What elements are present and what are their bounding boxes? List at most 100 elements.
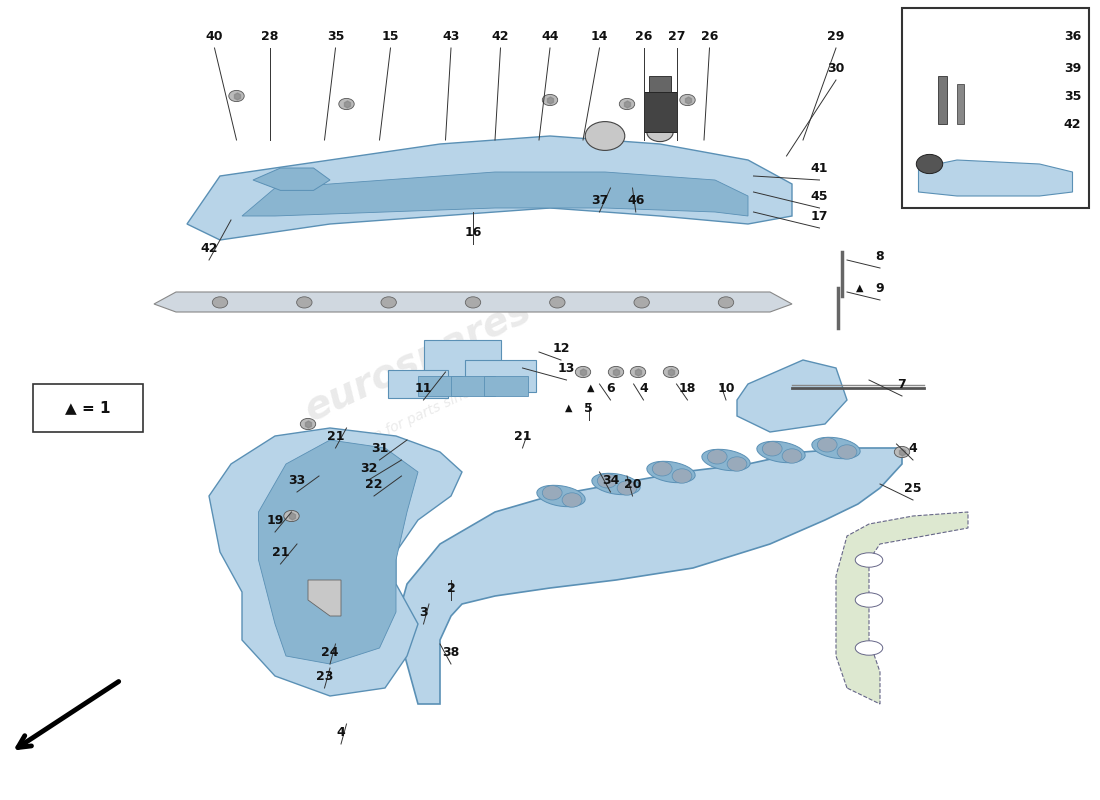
Text: 25: 25 bbox=[904, 482, 922, 494]
Bar bbox=[649, 76, 671, 92]
Circle shape bbox=[550, 297, 565, 308]
Text: 19: 19 bbox=[266, 514, 284, 526]
Text: 13: 13 bbox=[558, 362, 575, 374]
Text: ▲: ▲ bbox=[564, 403, 572, 413]
Polygon shape bbox=[187, 136, 792, 240]
Ellipse shape bbox=[702, 450, 750, 470]
Text: 2: 2 bbox=[447, 582, 455, 594]
Ellipse shape bbox=[856, 553, 882, 567]
Ellipse shape bbox=[647, 462, 695, 482]
Text: 32: 32 bbox=[360, 462, 377, 474]
Bar bbox=[464, 360, 537, 392]
Text: 26: 26 bbox=[635, 30, 652, 42]
Text: 33: 33 bbox=[288, 474, 306, 486]
Bar bbox=[387, 370, 449, 398]
Circle shape bbox=[782, 449, 802, 463]
Text: 17: 17 bbox=[811, 210, 828, 222]
Text: 4: 4 bbox=[639, 382, 648, 394]
Circle shape bbox=[894, 446, 910, 458]
Text: 6: 6 bbox=[606, 382, 615, 394]
Ellipse shape bbox=[856, 641, 882, 655]
Polygon shape bbox=[242, 172, 748, 216]
Text: 3: 3 bbox=[419, 606, 428, 618]
Circle shape bbox=[339, 98, 354, 110]
Circle shape bbox=[916, 154, 943, 174]
Bar bbox=[424, 340, 500, 380]
Circle shape bbox=[647, 122, 673, 142]
Polygon shape bbox=[308, 580, 341, 616]
Circle shape bbox=[229, 90, 244, 102]
Ellipse shape bbox=[812, 438, 860, 458]
Text: 16: 16 bbox=[464, 226, 482, 238]
Polygon shape bbox=[154, 292, 792, 312]
Circle shape bbox=[381, 297, 396, 308]
Bar bbox=[938, 76, 947, 124]
Text: 12: 12 bbox=[552, 342, 570, 354]
Circle shape bbox=[597, 474, 617, 488]
Text: 41: 41 bbox=[811, 162, 828, 174]
Bar bbox=[902, 8, 1089, 208]
Circle shape bbox=[608, 366, 624, 378]
Text: 5: 5 bbox=[584, 402, 593, 414]
Circle shape bbox=[634, 297, 649, 308]
Text: 10: 10 bbox=[717, 382, 735, 394]
Text: 26: 26 bbox=[701, 30, 718, 42]
Circle shape bbox=[817, 438, 837, 452]
Text: a passion for parts since 1985: a passion for parts since 1985 bbox=[320, 366, 516, 466]
Text: 44: 44 bbox=[541, 30, 559, 42]
Text: 22: 22 bbox=[365, 478, 383, 490]
Circle shape bbox=[707, 450, 727, 464]
Text: 28: 28 bbox=[261, 30, 278, 42]
Text: 42: 42 bbox=[492, 30, 509, 42]
Circle shape bbox=[585, 122, 625, 150]
Ellipse shape bbox=[757, 442, 805, 462]
Ellipse shape bbox=[592, 474, 640, 494]
Polygon shape bbox=[918, 160, 1072, 196]
Text: 31: 31 bbox=[371, 442, 388, 454]
Circle shape bbox=[562, 493, 582, 507]
Text: 20: 20 bbox=[624, 478, 641, 490]
Bar bbox=[957, 84, 964, 124]
Circle shape bbox=[300, 418, 316, 430]
Circle shape bbox=[727, 457, 747, 471]
Text: 21: 21 bbox=[272, 546, 289, 558]
Text: ▲: ▲ bbox=[856, 283, 864, 293]
Text: 24: 24 bbox=[321, 646, 339, 658]
Text: 14: 14 bbox=[591, 30, 608, 42]
Circle shape bbox=[680, 94, 695, 106]
Text: 39: 39 bbox=[1064, 62, 1081, 74]
Polygon shape bbox=[253, 168, 330, 190]
Polygon shape bbox=[209, 428, 462, 696]
Text: 34: 34 bbox=[602, 474, 619, 486]
Circle shape bbox=[575, 366, 591, 378]
Text: 40: 40 bbox=[206, 30, 223, 42]
Bar bbox=[418, 376, 462, 396]
Text: 38: 38 bbox=[442, 646, 460, 658]
Text: 36: 36 bbox=[1064, 30, 1081, 42]
Polygon shape bbox=[836, 512, 968, 704]
Circle shape bbox=[652, 462, 672, 476]
Text: 29: 29 bbox=[827, 30, 845, 42]
Circle shape bbox=[297, 297, 312, 308]
Text: 42: 42 bbox=[200, 242, 218, 254]
Polygon shape bbox=[737, 360, 847, 432]
Circle shape bbox=[542, 486, 562, 500]
Text: 43: 43 bbox=[442, 30, 460, 42]
Text: 27: 27 bbox=[668, 30, 685, 42]
Text: 15: 15 bbox=[382, 30, 399, 42]
Circle shape bbox=[663, 366, 679, 378]
Bar bbox=[451, 376, 495, 396]
Bar bbox=[33, 384, 143, 432]
Bar bbox=[644, 92, 676, 132]
Circle shape bbox=[672, 469, 692, 483]
Text: 4: 4 bbox=[909, 442, 917, 454]
Text: 18: 18 bbox=[679, 382, 696, 394]
Polygon shape bbox=[396, 448, 902, 704]
Text: 8: 8 bbox=[876, 250, 884, 262]
Text: 45: 45 bbox=[811, 190, 828, 202]
Text: 21: 21 bbox=[514, 430, 531, 442]
Text: eurospares: eurospares bbox=[298, 291, 538, 429]
Text: 4: 4 bbox=[337, 726, 345, 738]
Circle shape bbox=[837, 445, 857, 459]
Text: ▲: ▲ bbox=[586, 383, 594, 393]
